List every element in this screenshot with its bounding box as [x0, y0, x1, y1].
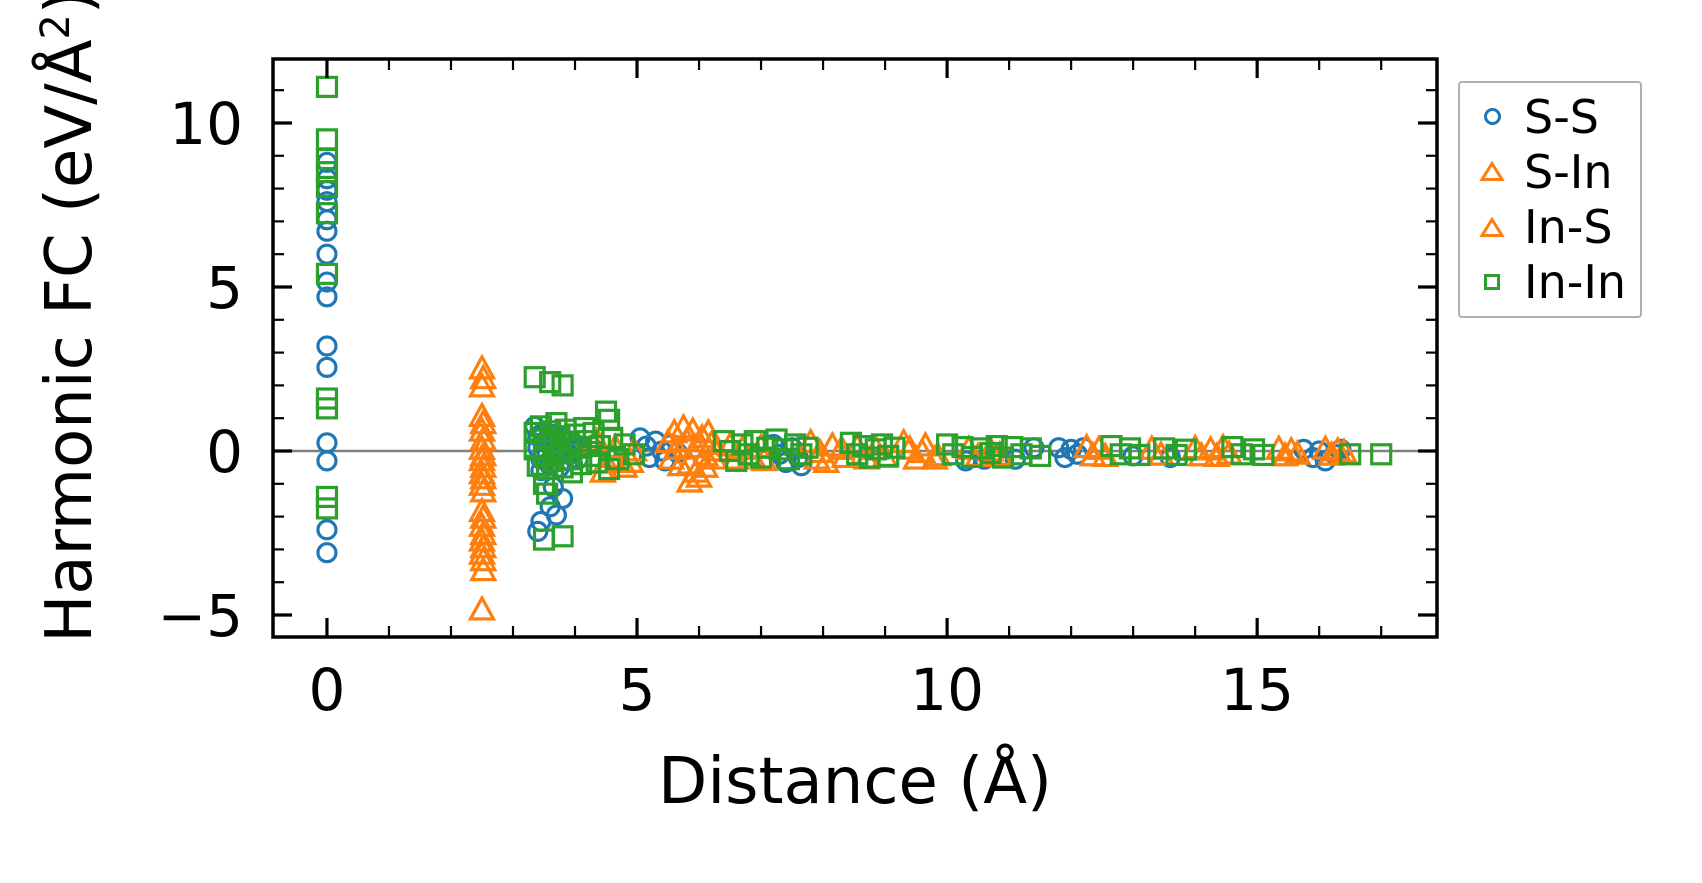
y-tick-label: −5 [158, 582, 244, 650]
triangle-marker-icon [1479, 161, 1505, 182]
legend-entry-s-in: S-In [1476, 146, 1640, 198]
legend-entry-s-s: S-S [1476, 91, 1640, 143]
tick-labels: 0 5 10 15 −5 0 5 10 [158, 90, 1295, 724]
y-axis-label-superscript: 2 [32, 14, 79, 40]
legend-entry-in-s: In-S [1476, 201, 1640, 253]
x-tick-label: 15 [1220, 656, 1294, 724]
y-axis-label: Harmonic FC (eV/Å2) [33, 0, 107, 643]
square-marker-icon [1484, 274, 1500, 291]
circle-marker-icon [1483, 108, 1501, 126]
x-tick-label: 10 [910, 656, 984, 724]
series-in-in [315, 75, 1393, 551]
y-tick-label: 10 [169, 90, 243, 158]
legend-label: In-In [1524, 255, 1627, 310]
legend-label: S-S [1524, 89, 1599, 144]
y-axis-label-text: Harmonic FC (eV/Å [33, 39, 108, 643]
legend: S-S S-In In-S In-In [1458, 81, 1642, 318]
x-axis-label: Distance (Å) [658, 745, 1052, 819]
y-tick-label: 5 [206, 254, 243, 322]
x-tick-label: 0 [308, 656, 345, 724]
triangle-marker-icon [1479, 216, 1505, 237]
legend-entry-in-in: In-In [1476, 256, 1640, 308]
legend-label: S-In [1524, 144, 1613, 199]
axis-ticks [273, 59, 1437, 637]
y-axis-label-close: ) [33, 0, 108, 15]
x-tick-label: 5 [619, 656, 656, 724]
legend-label: In-S [1524, 200, 1613, 255]
y-tick-label: 0 [206, 418, 243, 486]
series-s-in [467, 353, 1352, 621]
plot-spines [271, 57, 1439, 639]
